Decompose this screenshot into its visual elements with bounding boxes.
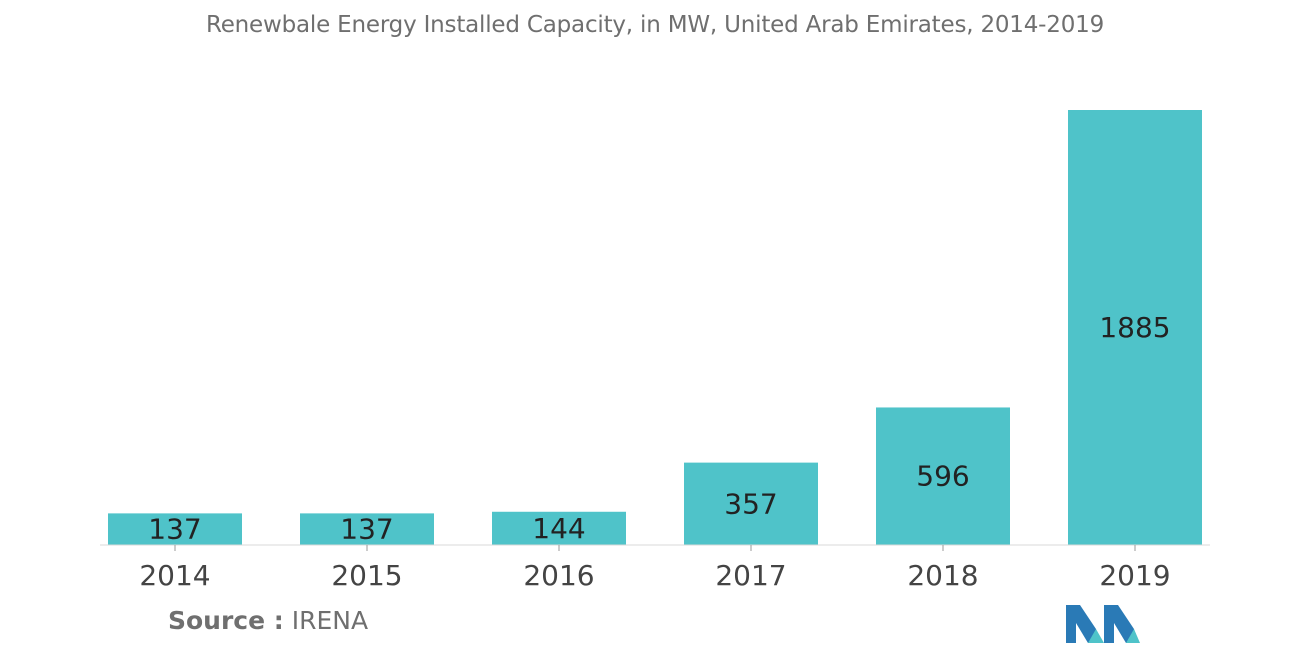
x-tick-label-2014: 2014 xyxy=(139,559,210,592)
source-key: Source : xyxy=(168,606,284,635)
source-note: Source : IRENA xyxy=(168,606,368,635)
chart-title: Renewbale Energy Installed Capacity, in … xyxy=(205,12,1105,38)
x-tick-label-2019: 2019 xyxy=(1099,559,1170,592)
bar-2017 xyxy=(684,462,818,545)
source-value: IRENA xyxy=(291,606,369,635)
logo-left-shape xyxy=(1066,605,1096,643)
labels-layer: 137 137 144 357 596 1885 xyxy=(148,311,1170,546)
bar-value-label-2015: 137 xyxy=(340,513,393,546)
bar-value-label-2019: 1885 xyxy=(1099,311,1170,344)
bar-value-label-2014: 137 xyxy=(148,513,201,546)
bar-value-label-2017: 357 xyxy=(724,487,777,520)
bar-2018 xyxy=(876,407,1010,545)
logo-mid-shape xyxy=(1088,629,1104,643)
bar-value-label-2018: 596 xyxy=(916,460,969,493)
bar-2019 xyxy=(1068,110,1202,545)
mordor-intelligence-logo-icon xyxy=(1066,605,1140,643)
bars-layer xyxy=(108,110,1202,545)
bar-2015 xyxy=(300,513,434,545)
bar-value-label-2016: 144 xyxy=(532,512,585,545)
x-tick-label-2017: 2017 xyxy=(715,559,786,592)
x-tick-label-2018: 2018 xyxy=(907,559,978,592)
ticks-layer: 2014 2015 2016 2017 2018 2019 xyxy=(139,545,1171,592)
x-tick-label-2015: 2015 xyxy=(331,559,402,592)
logo-right-accent xyxy=(1126,629,1140,643)
bar-2016 xyxy=(492,511,626,545)
logo-right-shape xyxy=(1104,605,1134,643)
x-tick-label-2016: 2016 xyxy=(523,559,594,592)
bar-2014 xyxy=(108,513,242,545)
